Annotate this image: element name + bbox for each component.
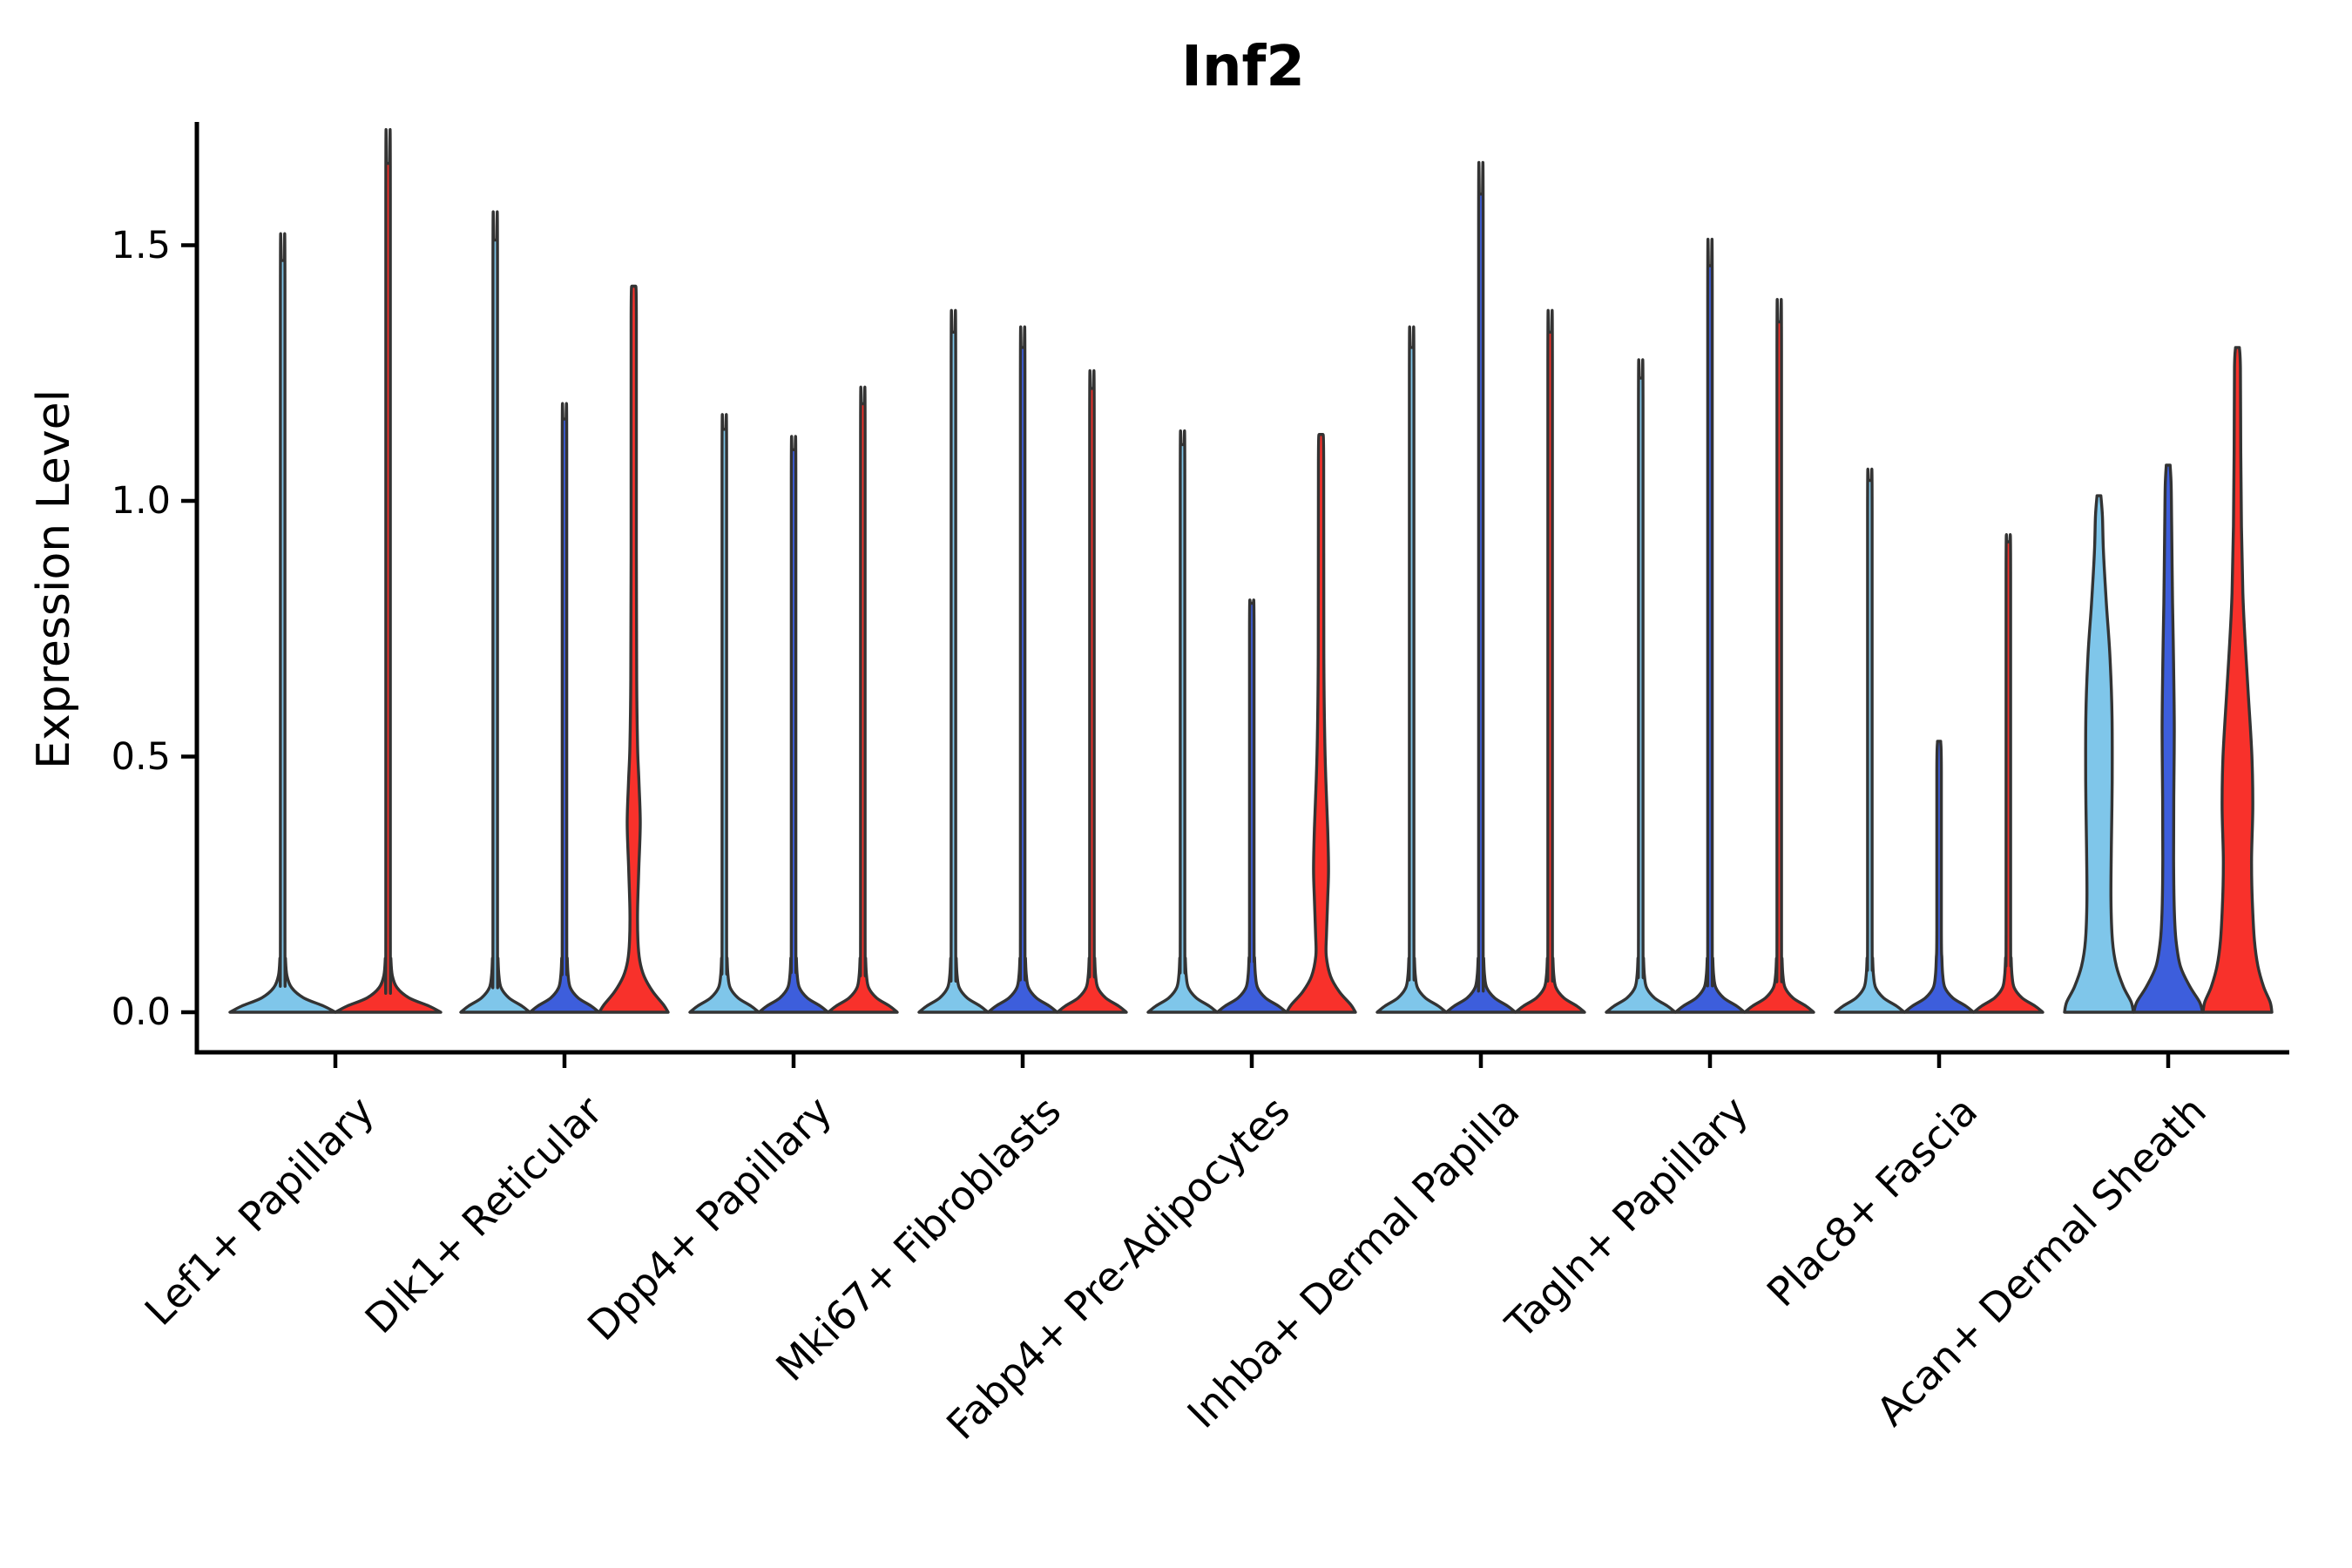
violin	[1215, 598, 1288, 1014]
violin	[1972, 533, 2044, 1014]
y-tick-label: 0.5	[111, 734, 171, 779]
violin	[1444, 160, 1517, 1014]
violin	[228, 232, 337, 1014]
violin	[1743, 298, 1815, 1014]
violin	[2132, 463, 2205, 1014]
violin	[1375, 325, 1448, 1014]
violin	[2201, 346, 2274, 1014]
y-tick-label: 0.0	[111, 990, 171, 1034]
violin	[598, 284, 670, 1014]
violin	[1605, 358, 1677, 1014]
violin	[757, 435, 830, 1014]
y-axis-label: Expression Level	[28, 389, 80, 770]
violin	[1673, 238, 1747, 1014]
chart-title: Inf2	[1181, 35, 1305, 99]
violin	[1903, 740, 1976, 1014]
violin	[1146, 429, 1219, 1014]
violin	[1834, 467, 1906, 1014]
violin	[528, 402, 601, 1014]
violin	[2063, 494, 2135, 1014]
violin	[1514, 308, 1586, 1014]
violin	[1285, 433, 1357, 1014]
violin	[986, 325, 1059, 1014]
y-tick-label: 1.0	[111, 479, 171, 523]
violin	[334, 128, 443, 1014]
violin	[1056, 368, 1128, 1014]
violin	[827, 385, 899, 1014]
violin	[459, 210, 531, 1014]
violin	[688, 413, 760, 1014]
y-tick-label: 1.5	[111, 223, 171, 267]
violin	[917, 308, 990, 1014]
